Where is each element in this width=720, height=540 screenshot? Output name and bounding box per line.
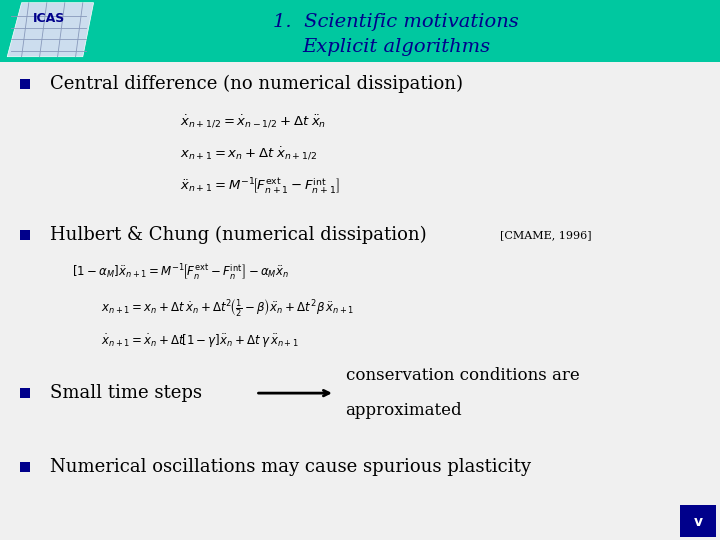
Text: ICAS: ICAS <box>33 12 65 25</box>
Text: [CMAME, 1996]: [CMAME, 1996] <box>500 230 592 240</box>
Text: 1.  Scientific motivations: 1. Scientific motivations <box>273 13 519 31</box>
Text: conservation conditions are: conservation conditions are <box>346 367 580 384</box>
Polygon shape <box>7 3 94 57</box>
Text: Central difference (no numerical dissipation): Central difference (no numerical dissipa… <box>50 75 464 93</box>
Text: $\left[1-\alpha_M\right]\ddot{x}_{n+1} = M^{-1}\!\left[F^{\mathrm{ext}}_n - F^{\: $\left[1-\alpha_M\right]\ddot{x}_{n+1} =… <box>72 263 289 282</box>
Text: approximated: approximated <box>346 402 462 419</box>
Text: $x_{n+1} = x_n + \Delta t\,\dot{x}_n + \Delta t^2\!\left(\frac{1}{2}-\beta\right: $x_{n+1} = x_n + \Delta t\,\dot{x}_n + \… <box>101 298 354 318</box>
FancyBboxPatch shape <box>680 505 716 537</box>
FancyBboxPatch shape <box>0 0 720 62</box>
Text: Hulbert & Chung (numerical dissipation): Hulbert & Chung (numerical dissipation) <box>50 226 427 244</box>
Text: v: v <box>694 515 703 529</box>
Text: Explicit algorithms: Explicit algorithms <box>302 38 490 56</box>
Text: Small time steps: Small time steps <box>50 384 202 402</box>
Text: $\dot{x}_{n+1/2} = \dot{x}_{n-1/2} + \Delta t\; \ddot{x}_n$: $\dot{x}_{n+1/2} = \dot{x}_{n-1/2} + \De… <box>180 113 326 130</box>
Text: $\dot{x}_{n+1} = \dot{x}_n + \Delta t\!\left[1-\gamma\right]\ddot{x}_n + \Delta : $\dot{x}_{n+1} = \dot{x}_n + \Delta t\!\… <box>101 333 299 350</box>
Text: Numerical oscillations may cause spurious plasticity: Numerical oscillations may cause spuriou… <box>50 458 531 476</box>
Text: $x_{n+1} = x_n + \Delta t\; \dot{x}_{n+1/2}$: $x_{n+1} = x_n + \Delta t\; \dot{x}_{n+1… <box>180 146 317 162</box>
Text: $\ddot{x}_{n+1} = M^{-1}\!\left[F^{\mathrm{ext}}_{n+1} - F^{\mathrm{int}}_{n+1}\: $\ddot{x}_{n+1} = M^{-1}\!\left[F^{\math… <box>180 177 340 196</box>
